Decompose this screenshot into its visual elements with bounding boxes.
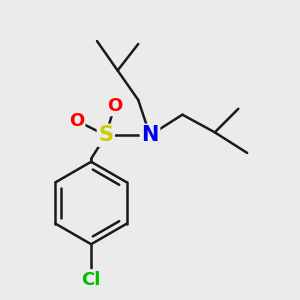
Text: O: O <box>69 112 84 130</box>
Text: S: S <box>98 125 113 145</box>
Text: Cl: Cl <box>81 271 101 289</box>
Text: O: O <box>107 97 122 115</box>
Text: N: N <box>141 125 159 145</box>
